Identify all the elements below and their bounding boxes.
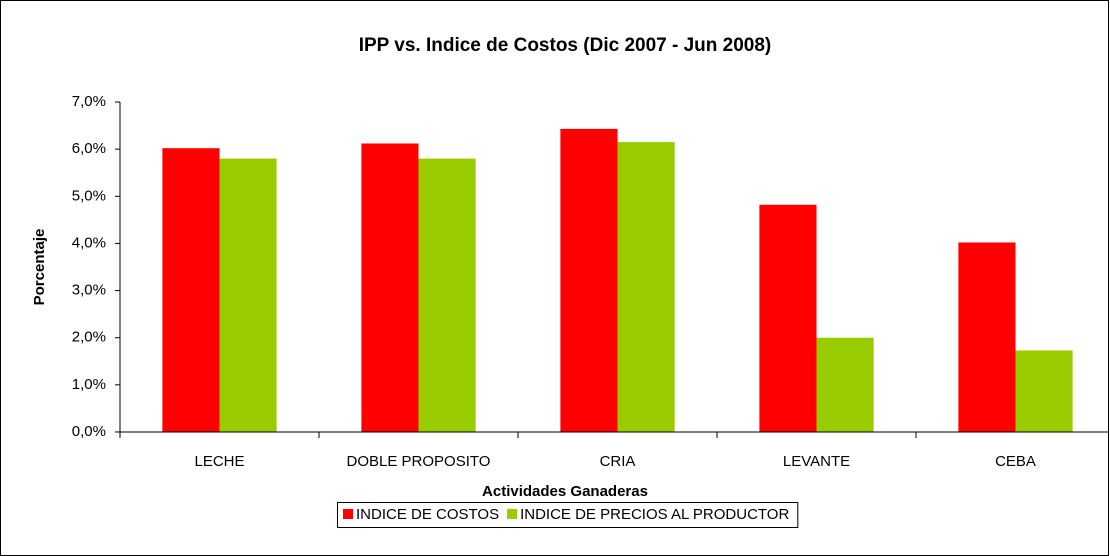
bar [418,158,476,433]
bar [759,204,817,432]
x-tick-label: CEBA [995,453,1036,470]
y-tick-label: 0,0% [72,423,106,440]
bar [560,128,618,432]
y-tick-label: 5,0% [72,187,106,204]
chart-title: IPP vs. Indice de Costos (Dic 2007 - Jun… [359,35,772,56]
x-tick-label: DOBLE PROPOSITO [347,453,491,470]
y-tick-label: 7,0% [72,93,106,110]
y-tick-label: 1,0% [72,376,106,393]
bar [361,143,419,432]
legend-label: INDICE DE COSTOS [356,506,499,523]
x-tick-label: LECHE [194,453,244,470]
legend-box [337,502,799,528]
bar [958,242,1016,432]
bar [816,337,874,432]
x-tick-label: CRIA [600,453,636,470]
legend-swatch [343,509,353,519]
y-tick-label: 4,0% [72,234,106,251]
y-tick-label: 6,0% [72,140,106,157]
bar [1015,350,1073,432]
x-tick-label: LEVANTE [783,453,850,470]
bar [162,148,220,432]
legend-swatch [507,509,518,519]
bar [617,142,675,433]
y-axis-label: Porcentaje [31,229,48,306]
y-tick-label: 2,0% [72,329,106,346]
legend-label: INDICE DE PRECIOS AL PRODUCTOR [520,506,789,523]
x-axis-label: Actividades Ganaderas [482,483,648,500]
y-tick-label: 3,0% [72,282,106,299]
bar [219,158,277,433]
